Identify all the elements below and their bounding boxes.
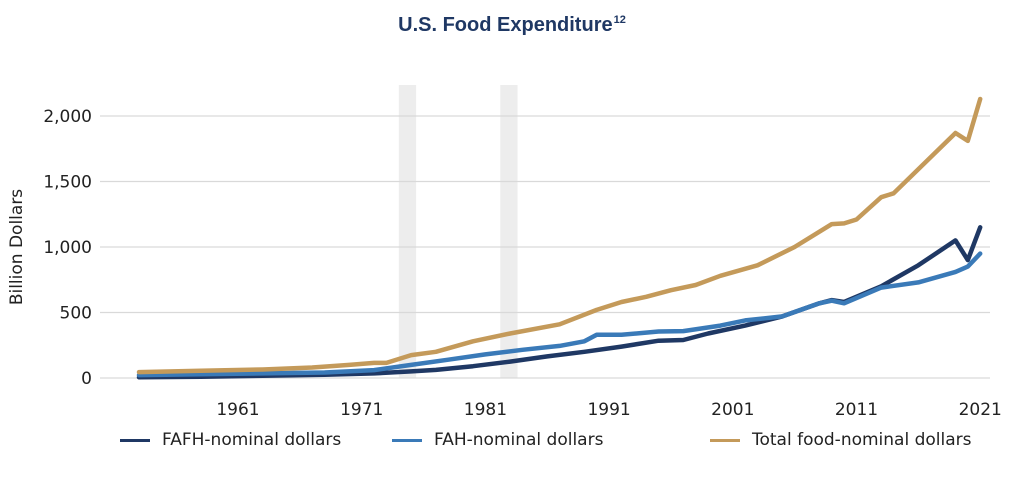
legend-label: Total food-nominal dollars <box>752 430 972 450</box>
chart-title-superscript: 12 <box>613 14 626 26</box>
legend-item-fah-nominal-dollars: FAH-nominal dollars <box>392 430 603 450</box>
series-line-total-food-nominal-dollars <box>136 96 983 375</box>
chart-title: U.S. Food Expenditure12 <box>0 14 1024 37</box>
legend-swatch <box>120 438 150 442</box>
shaded-period-1 <box>500 85 518 378</box>
x-tick-label: 1991 <box>587 400 630 420</box>
legend-item-fafh-nominal-dollars: FAFH-nominal dollars <box>120 430 341 450</box>
legend-label: FAH-nominal dollars <box>434 430 604 450</box>
legend-label: FAFH-nominal dollars <box>162 430 342 450</box>
x-tick-label: 1971 <box>340 400 383 420</box>
x-tick-label: 1981 <box>464 400 507 420</box>
series-lines <box>136 96 983 380</box>
legend: FAFH-nominal dollars FAH-nominal dollars T… <box>0 430 1024 460</box>
line-chart: 0 500 1,000 1,500 2,000 1961 1971 1981 1991 2001… <box>7 85 1002 420</box>
legend-swatch <box>710 438 740 442</box>
y-tick-label: 0 <box>81 369 92 389</box>
chart-title-text: U.S. Food Expenditure <box>398 14 613 36</box>
legend-swatch <box>392 438 422 442</box>
y-tick-label: 2,000 <box>43 107 92 127</box>
x-axis-ticks: 1961 1971 1981 1991 2001 2011 2021 <box>216 400 1001 420</box>
y-tick-label: 500 <box>60 304 92 324</box>
gridlines <box>100 115 990 379</box>
x-tick-label: 2021 <box>959 400 1002 420</box>
x-tick-label: 1961 <box>216 400 259 420</box>
y-axis-ticks: 0 500 1,000 1,500 2,000 <box>43 107 92 389</box>
y-tick-label: 1,000 <box>43 238 92 258</box>
series-line-fafh-nominal-dollars <box>136 225 983 380</box>
y-tick-label: 1,500 <box>43 173 92 193</box>
legend-item-total-food-nominal-dollars: Total food-nominal dollars <box>710 430 972 450</box>
shaded-periods <box>398 85 518 378</box>
y-axis-label: Billion Dollars <box>7 189 27 305</box>
x-tick-label: 2011 <box>835 400 878 420</box>
series-line-fah-nominal-dollars <box>136 251 983 378</box>
x-tick-label: 2001 <box>711 400 754 420</box>
shaded-period-0 <box>398 85 417 378</box>
